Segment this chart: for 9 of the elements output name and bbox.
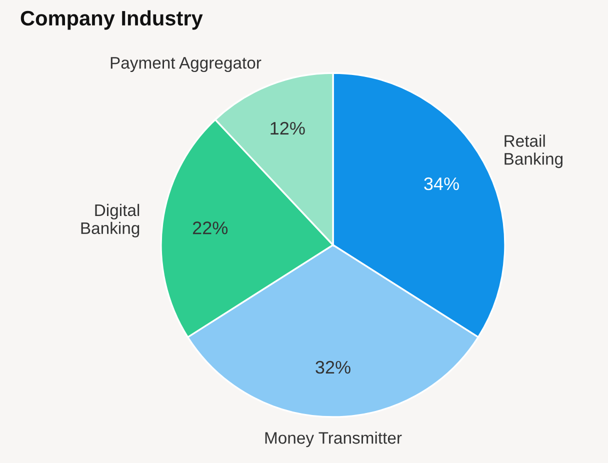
chart-title: Company Industry [20, 10, 203, 30]
slice-label: Retail Banking [504, 134, 562, 168]
data-label: 32% [316, 360, 350, 374]
slice-label: Payment Aggregator [110, 57, 262, 72]
data-label: 34% [424, 177, 459, 190]
slice-label: Money Transmitter [265, 432, 402, 448]
data-label: 12% [270, 122, 305, 135]
slice-label: Digital Banking [81, 204, 140, 238]
data-label: 22% [192, 222, 228, 234]
